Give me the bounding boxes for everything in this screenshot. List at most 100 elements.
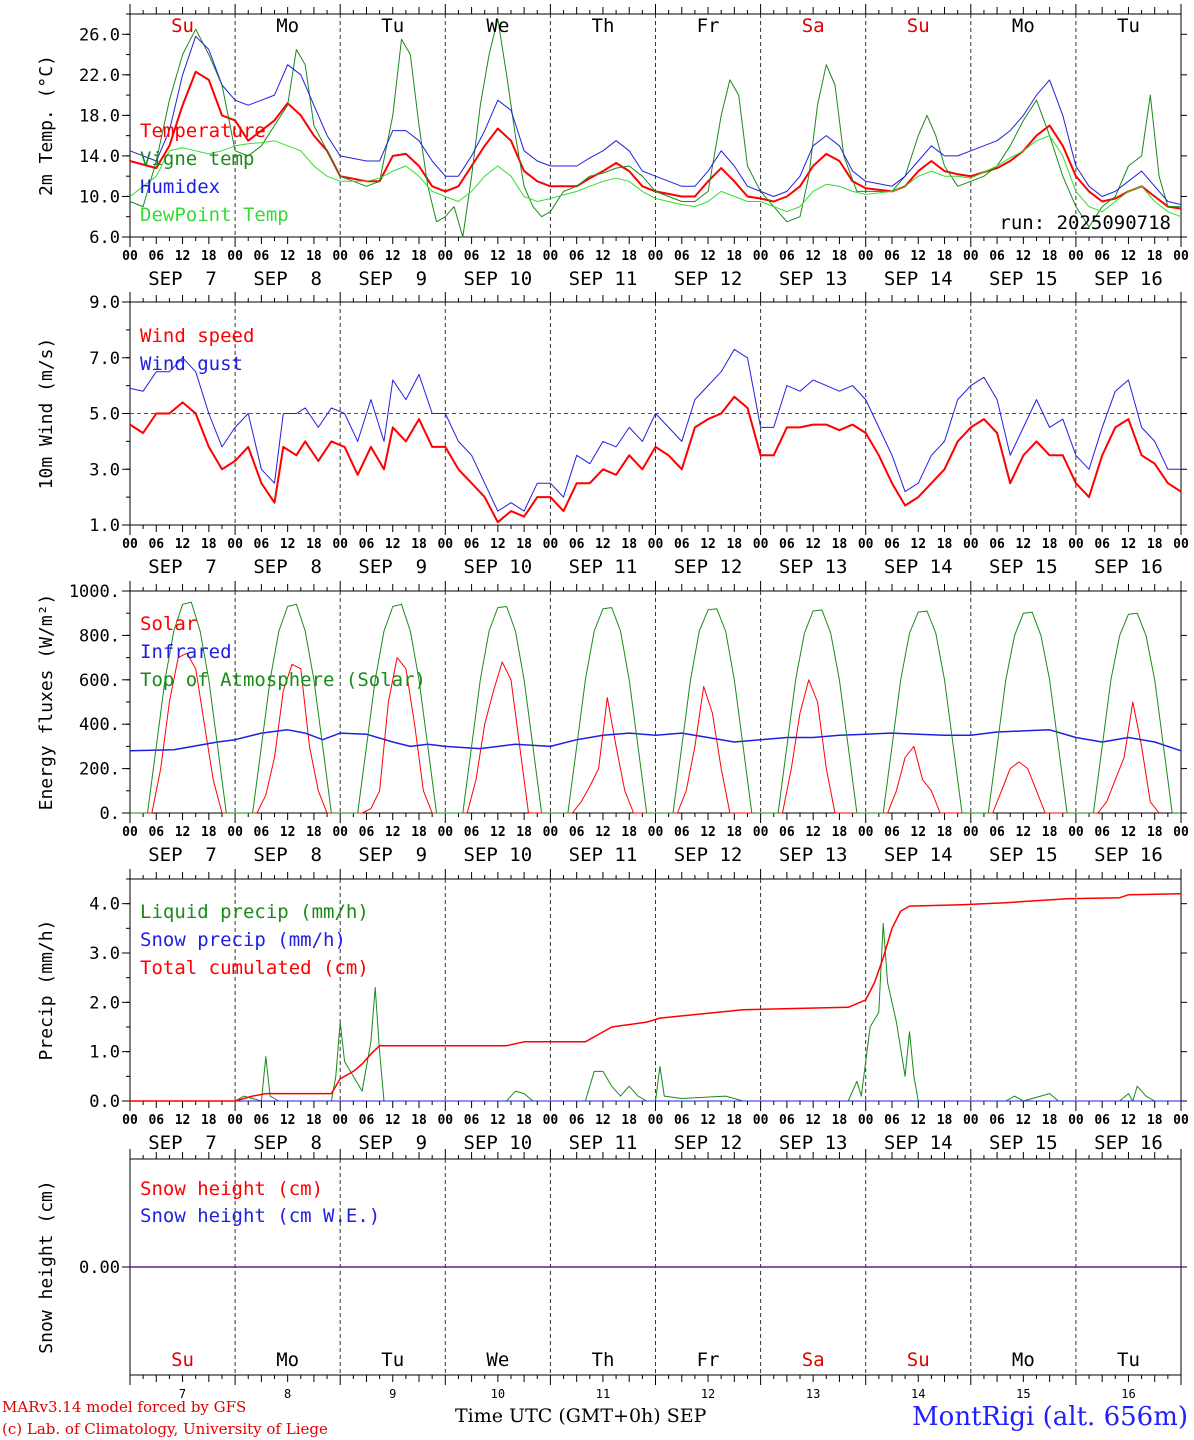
temp-panel: 6.0 10.0 14.0 18.0 22.0 26.0 2m Temp. (°C) Temp… xyxy=(36,4,1189,290)
wind-hour-label: 06 xyxy=(884,537,900,552)
energy-date-label: SEP 14 xyxy=(884,844,953,866)
precip-hour-label: 12 xyxy=(280,1113,296,1128)
precip-date-label: SEP 9 xyxy=(358,1132,427,1154)
energy-legend-entry: Solar xyxy=(140,613,197,635)
wind-hour-label: 18 xyxy=(516,537,532,552)
temp-hour-label: 18 xyxy=(1042,249,1058,264)
energy-hour-label: 00 xyxy=(753,825,769,840)
energy-frame xyxy=(129,590,1182,814)
day-number-label: 16 xyxy=(1121,1387,1135,1401)
temp-date-label: SEP 7 xyxy=(148,268,217,290)
wind-date-label: SEP 11 xyxy=(569,556,638,578)
precip-ytick-label: 4.0 xyxy=(89,895,120,915)
snow-y-axis-label: Snow height (cm) xyxy=(36,1180,57,1353)
wind-date-label: SEP 10 xyxy=(464,556,533,578)
precip-ytick-label: 2.0 xyxy=(89,993,120,1013)
energy-ytick-label: 400. xyxy=(79,715,120,735)
energy-hour-label: 00 xyxy=(332,825,348,840)
weekday-label-top: Su xyxy=(907,15,930,37)
temp-hour-label: 00 xyxy=(543,249,559,264)
temp-hour-label: 12 xyxy=(280,249,296,264)
temp-hour-label: 06 xyxy=(1094,249,1110,264)
weekday-label-top: Th xyxy=(592,15,615,37)
energy-legend-entry: Infrared xyxy=(140,641,232,663)
weekday-label-top: Mo xyxy=(276,15,299,37)
precip-hour-label: 00 xyxy=(332,1113,348,1128)
precip-date-label: SEP 8 xyxy=(253,1132,322,1154)
precip-hour-label: 18 xyxy=(937,1113,953,1128)
energy-hour-label: 06 xyxy=(148,825,164,840)
wind-date-label: SEP 16 xyxy=(1094,556,1163,578)
temp-ytick-label: 6.0 xyxy=(89,228,120,248)
temp-hour-label: 12 xyxy=(700,249,716,264)
temp-date-label: SEP 15 xyxy=(989,268,1058,290)
wind-hour-label: 00 xyxy=(122,537,138,552)
temp-series-line xyxy=(129,18,1181,238)
wind-hour-label: 00 xyxy=(858,537,874,552)
precip-date-label: SEP 10 xyxy=(464,1132,533,1154)
energy-date-label: SEP 7 xyxy=(148,844,217,866)
weekday-label-bottom: Fr xyxy=(697,1349,720,1371)
model-credit: MARv3.14 model forced by GFS xyxy=(2,1398,247,1416)
energy-hour-label: 12 xyxy=(700,825,716,840)
precip-hour-label: 12 xyxy=(385,1113,401,1128)
energy-hour-label: 12 xyxy=(595,825,611,840)
weekday-label-bottom: Sa xyxy=(802,1349,825,1371)
wind-ytick-label: 3.0 xyxy=(89,460,120,480)
energy-hour-label: 06 xyxy=(989,825,1005,840)
energy-panel: 0. 200. 400. 600. 800. 1000. Energy fluxes (W/… xyxy=(36,581,1189,866)
precip-hour-label: 18 xyxy=(516,1113,532,1128)
precip-hour-label: 00 xyxy=(753,1113,769,1128)
energy-hour-label: 06 xyxy=(254,825,270,840)
weekday-label-top: Tu xyxy=(381,15,404,37)
wind-ytick-label: 1.0 xyxy=(89,516,120,536)
wind-hour-label: 18 xyxy=(201,537,217,552)
precip-hour-label: 00 xyxy=(1173,1113,1189,1128)
wind-date-label: SEP 9 xyxy=(358,556,427,578)
precip-date-label: SEP 13 xyxy=(779,1132,848,1154)
energy-hour-label: 06 xyxy=(674,825,690,840)
precip-series-line xyxy=(130,893,1182,1102)
energy-hour-label: 18 xyxy=(201,825,217,840)
temp-hour-label: 18 xyxy=(1147,249,1163,264)
precip-hour-label: 06 xyxy=(674,1113,690,1128)
precip-date-label: SEP 7 xyxy=(148,1132,217,1154)
precip-hour-label: 18 xyxy=(201,1113,217,1128)
temp-date-label: SEP 9 xyxy=(358,268,427,290)
energy-hour-label: 00 xyxy=(858,825,874,840)
weekday-label-bottom: Th xyxy=(592,1349,615,1371)
temp-hour-label: 06 xyxy=(254,249,270,264)
precip-hour-label: 18 xyxy=(832,1113,848,1128)
energy-ytick-label: 1000. xyxy=(69,582,120,602)
precip-hour-label: 00 xyxy=(227,1113,243,1128)
temp-hour-label: 00 xyxy=(1173,249,1189,264)
day-number-label: 14 xyxy=(911,1387,925,1401)
temp-hour-label: 12 xyxy=(1016,249,1032,264)
wind-legend-entry: Wind gust xyxy=(140,353,243,375)
energy-ytick-label: 200. xyxy=(79,760,120,780)
temp-hour-label: 00 xyxy=(753,249,769,264)
precip-ytick-label: 0.0 xyxy=(89,1092,120,1112)
energy-date-label: SEP 8 xyxy=(253,844,322,866)
energy-hour-label: 12 xyxy=(490,825,506,840)
wind-date-label: SEP 12 xyxy=(674,556,743,578)
wind-hour-label: 06 xyxy=(569,537,585,552)
station-title: MontRigi (alt. 656m) xyxy=(912,1402,1188,1432)
temp-hour-label: 12 xyxy=(910,249,926,264)
temp-hour-label: 18 xyxy=(832,249,848,264)
energy-series-line xyxy=(129,729,1182,752)
energy-hour-label: 06 xyxy=(884,825,900,840)
precip-hour-label: 00 xyxy=(963,1113,979,1128)
temp-hour-label: 18 xyxy=(201,249,217,264)
snow-ytick-label: 0.00 xyxy=(79,1258,120,1278)
energy-hour-label: 00 xyxy=(1173,825,1189,840)
temp-ytick-label: 22.0 xyxy=(79,66,120,86)
temp-hour-label: 00 xyxy=(227,249,243,264)
day-number-label: 11 xyxy=(596,1387,610,1401)
x-axis-month: SEP xyxy=(666,1405,707,1427)
temp-hour-label: 00 xyxy=(1068,249,1084,264)
temp-hour-label: 12 xyxy=(385,249,401,264)
weekday-label-bottom: Mo xyxy=(1012,1349,1035,1371)
energy-ytick-label: 800. xyxy=(79,626,120,646)
